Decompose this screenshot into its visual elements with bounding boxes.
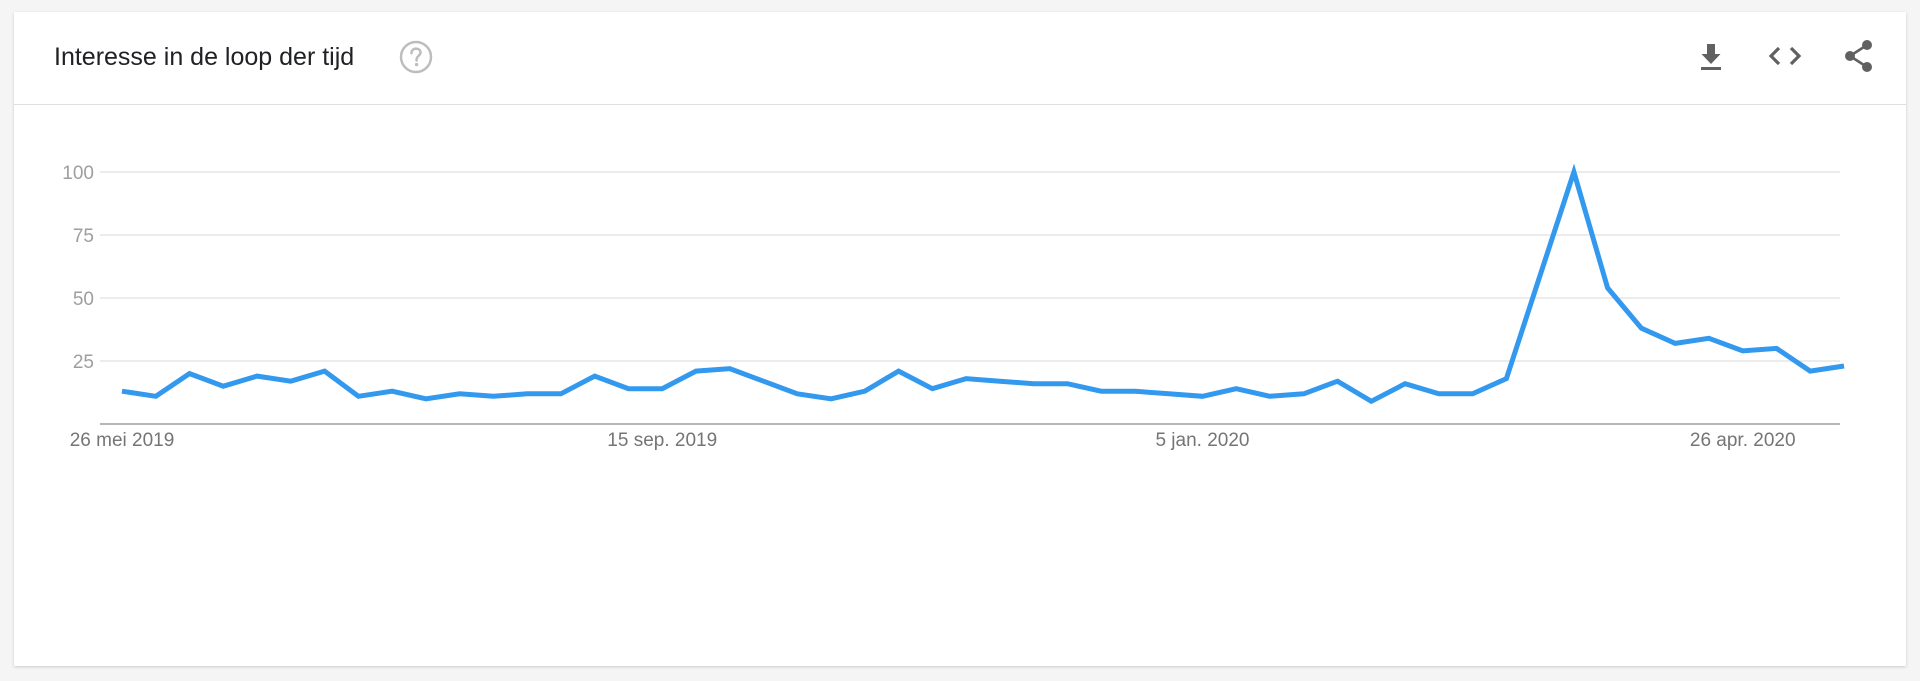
help-circle-icon[interactable]: [398, 39, 434, 75]
y-tick-label: 25: [73, 352, 94, 373]
interest-over-time-card: Interesse in de loop der tijd 25 50 75 100 2…: [14, 12, 1906, 666]
card-header: Interesse in de loop der tijd: [14, 12, 1906, 105]
share-icon[interactable]: [1839, 36, 1879, 76]
x-tick-label: 5 jan. 2020: [1155, 430, 1249, 451]
line-chart: 25 50 75 100 26 mei 2019 15 sep. 2019 5 jan. 2…: [62, 163, 1845, 451]
x-tick-label: 26 mei 2019: [70, 430, 175, 451]
y-tick-label: 75: [73, 226, 94, 247]
x-tick-label: 26 apr. 2020: [1690, 430, 1796, 451]
y-tick-label: 100: [62, 163, 94, 184]
card-title: Interesse in de loop der tijd: [54, 43, 355, 71]
y-tick-label: 50: [73, 289, 94, 310]
embed-code-icon[interactable]: [1765, 36, 1805, 76]
x-tick-label: 15 sep. 2019: [607, 430, 717, 451]
series-line: [121, 163, 1845, 405]
download-icon[interactable]: [1691, 36, 1731, 76]
